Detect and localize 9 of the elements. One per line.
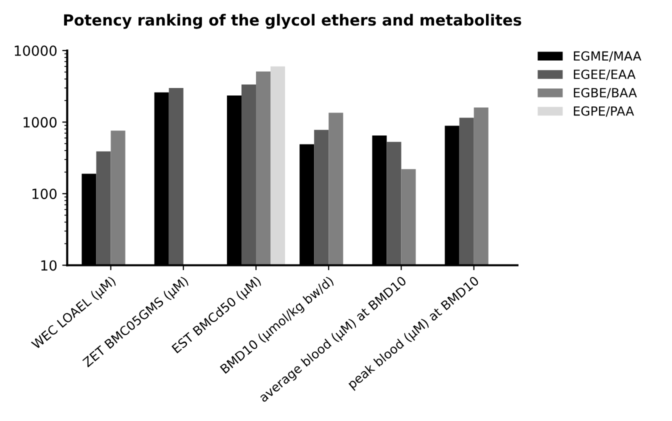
legend-label: EGBE/BAA [574,88,637,98]
legend-label: EGME/MAA [574,51,642,62]
y-tick-label: 10 [41,260,57,271]
y-tick-label: 1000 [24,117,57,128]
chart-title: Potency ranking of the glycol ethers and metabolites [64,14,522,29]
y-tick-label: 10000 [14,45,57,56]
y-tick-label: 100 [32,188,57,200]
legend-label: EGPE/PAA [574,106,634,117]
legend-label: EGEE/EAA [574,70,636,80]
